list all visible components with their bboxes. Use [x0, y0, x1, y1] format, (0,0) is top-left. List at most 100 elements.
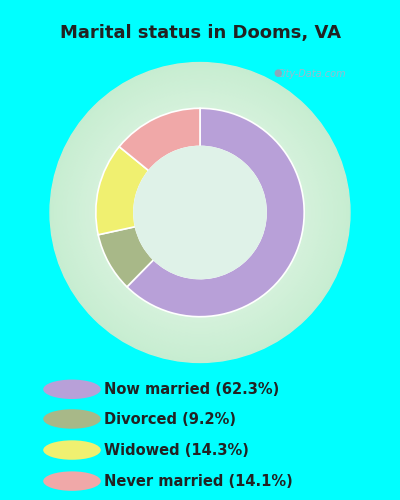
Text: Widowed (14.3%): Widowed (14.3%)	[104, 442, 249, 458]
Circle shape	[56, 68, 344, 356]
Circle shape	[179, 192, 221, 234]
Circle shape	[74, 87, 326, 338]
Circle shape	[43, 472, 101, 491]
Circle shape	[52, 64, 348, 361]
Circle shape	[106, 118, 294, 306]
Circle shape	[196, 208, 204, 217]
Text: ●: ●	[274, 68, 282, 78]
Circle shape	[194, 206, 206, 218]
Circle shape	[108, 120, 292, 305]
Circle shape	[43, 410, 101, 428]
Text: Now married (62.3%): Now married (62.3%)	[104, 382, 279, 397]
Circle shape	[120, 132, 280, 293]
Circle shape	[138, 150, 262, 274]
Circle shape	[102, 114, 298, 311]
Circle shape	[43, 380, 101, 399]
Circle shape	[165, 178, 235, 248]
Circle shape	[183, 196, 217, 229]
Text: Never married (14.1%): Never married (14.1%)	[104, 474, 293, 488]
Circle shape	[156, 168, 244, 256]
Circle shape	[103, 116, 297, 310]
Circle shape	[91, 104, 309, 322]
Circle shape	[147, 160, 253, 266]
Circle shape	[71, 84, 329, 342]
Circle shape	[77, 90, 323, 335]
Circle shape	[111, 123, 289, 302]
Circle shape	[191, 204, 209, 222]
Circle shape	[135, 148, 265, 278]
Circle shape	[109, 122, 291, 304]
Circle shape	[168, 180, 232, 244]
Circle shape	[126, 138, 274, 286]
Wedge shape	[96, 146, 149, 235]
Circle shape	[180, 193, 220, 232]
Circle shape	[188, 200, 212, 224]
Wedge shape	[127, 108, 304, 316]
Circle shape	[50, 62, 350, 362]
Circle shape	[68, 80, 332, 344]
Circle shape	[198, 211, 202, 214]
Circle shape	[80, 93, 320, 332]
Text: Divorced (9.2%): Divorced (9.2%)	[104, 412, 236, 426]
Circle shape	[154, 167, 246, 258]
Text: Marital status in Dooms, VA: Marital status in Dooms, VA	[60, 24, 340, 42]
Circle shape	[144, 156, 256, 268]
Circle shape	[164, 176, 236, 249]
Circle shape	[186, 199, 214, 226]
Circle shape	[114, 126, 286, 299]
Circle shape	[59, 72, 341, 354]
Circle shape	[148, 161, 252, 264]
Circle shape	[73, 86, 327, 340]
Circle shape	[167, 179, 233, 246]
Circle shape	[176, 188, 224, 236]
Circle shape	[94, 106, 306, 318]
Circle shape	[192, 205, 208, 220]
Circle shape	[142, 155, 258, 270]
Circle shape	[173, 185, 227, 240]
Circle shape	[88, 100, 312, 324]
Circle shape	[118, 130, 282, 294]
Circle shape	[182, 194, 218, 230]
Circle shape	[58, 70, 342, 355]
Circle shape	[141, 154, 259, 272]
Circle shape	[133, 146, 267, 279]
Circle shape	[97, 110, 303, 316]
Circle shape	[171, 184, 229, 242]
Circle shape	[112, 124, 288, 300]
Circle shape	[177, 190, 223, 235]
Circle shape	[197, 210, 203, 216]
Circle shape	[43, 440, 101, 460]
Circle shape	[83, 96, 317, 329]
Circle shape	[115, 128, 285, 298]
Circle shape	[82, 94, 318, 330]
Circle shape	[123, 135, 277, 290]
Circle shape	[96, 108, 304, 317]
Circle shape	[70, 82, 330, 343]
Circle shape	[161, 173, 239, 252]
Circle shape	[130, 143, 270, 282]
Circle shape	[65, 78, 335, 347]
Circle shape	[170, 182, 230, 243]
Circle shape	[162, 174, 238, 250]
Circle shape	[117, 129, 283, 296]
Circle shape	[140, 152, 260, 273]
Circle shape	[189, 202, 211, 223]
Circle shape	[150, 162, 250, 262]
Circle shape	[104, 117, 296, 308]
Circle shape	[146, 158, 254, 267]
Circle shape	[158, 170, 242, 255]
Circle shape	[86, 99, 314, 326]
Circle shape	[134, 146, 266, 278]
Circle shape	[85, 98, 315, 328]
Circle shape	[152, 164, 248, 261]
Circle shape	[121, 134, 279, 292]
Circle shape	[129, 142, 271, 284]
Wedge shape	[119, 108, 200, 170]
Circle shape	[127, 140, 273, 285]
Circle shape	[124, 137, 276, 288]
Circle shape	[132, 144, 268, 280]
Text: City-Data.com: City-Data.com	[277, 69, 346, 79]
Circle shape	[61, 73, 339, 352]
Circle shape	[92, 105, 308, 320]
Circle shape	[153, 166, 247, 260]
